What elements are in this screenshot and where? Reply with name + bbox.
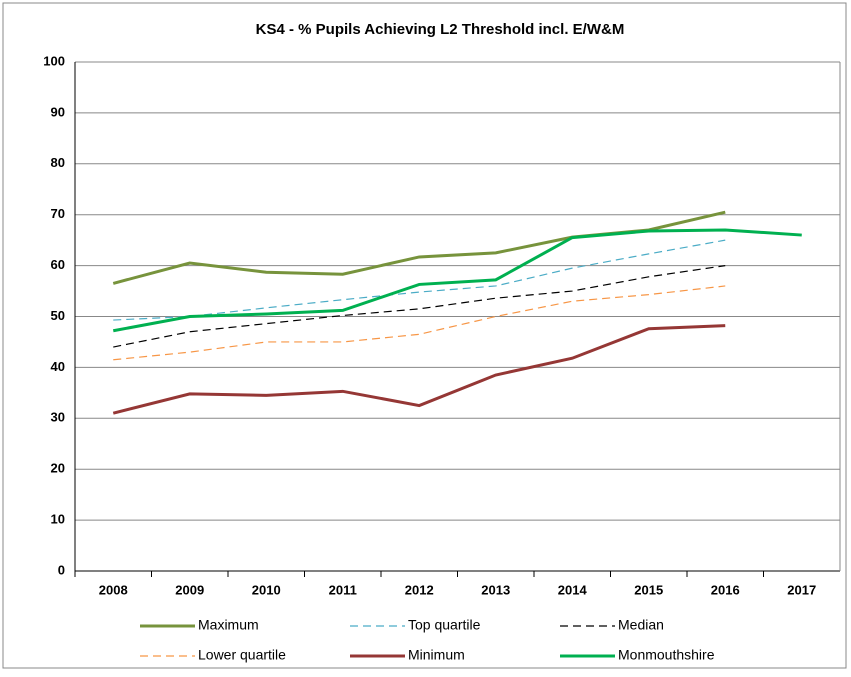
y-tick-label: 30: [51, 410, 65, 425]
x-tick-label: 2012: [405, 582, 434, 597]
legend-label: Median: [618, 617, 664, 633]
x-tick-label: 2015: [634, 582, 663, 597]
legend-label: Lower quartile: [198, 647, 286, 663]
y-tick-label: 10: [51, 512, 65, 527]
y-tick-label: 0: [58, 562, 65, 577]
legend-label: Monmouthshire: [618, 647, 715, 663]
x-tick-label: 2009: [175, 582, 204, 597]
series-line: [112, 228, 802, 333]
x-tick-label: 2008: [99, 582, 128, 597]
x-tick-label: 2014: [558, 582, 588, 597]
y-tick-label: 100: [43, 53, 65, 68]
y-tick-label: 70: [51, 206, 65, 221]
y-tick-label: 90: [51, 104, 65, 119]
x-tick-label: 2013: [481, 582, 510, 597]
x-tick-label: 2016: [711, 582, 740, 597]
chart-title: KS4 - % Pupils Achieving L2 Threshold in…: [256, 21, 625, 38]
series-line: [113, 265, 726, 348]
series-line: [112, 324, 726, 415]
legend-label: Top quartile: [408, 617, 481, 633]
y-tick-label: 40: [51, 359, 65, 374]
y-tick-label: 80: [51, 155, 65, 170]
x-tick-label: 2017: [787, 582, 816, 597]
legend-label: Maximum: [198, 617, 259, 633]
y-tick-label: 60: [51, 257, 65, 272]
chart-frame: [2, 2, 847, 669]
y-tick-label: 20: [51, 461, 65, 476]
series-line: [113, 239, 726, 321]
x-tick-label: 2011: [329, 582, 357, 597]
legend-label: Minimum: [408, 647, 465, 663]
y-tick-label: 50: [51, 308, 65, 323]
x-tick-label: 2010: [252, 582, 281, 597]
